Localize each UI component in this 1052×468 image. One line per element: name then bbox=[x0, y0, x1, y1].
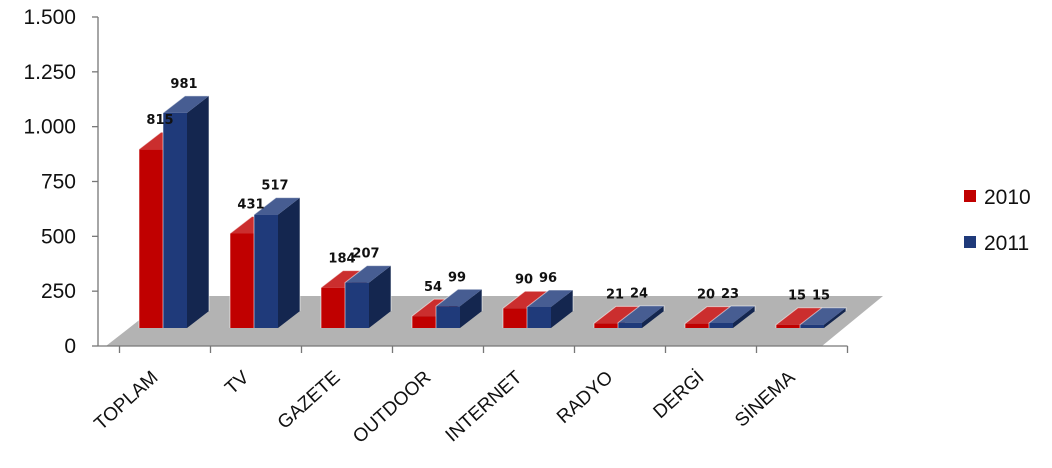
bar-top bbox=[163, 95, 209, 113]
bar-top bbox=[436, 289, 482, 307]
bar-edge bbox=[526, 289, 574, 328]
bar-top bbox=[776, 307, 822, 325]
bar-side bbox=[642, 305, 664, 328]
bar-front bbox=[776, 324, 800, 328]
y-tick-label: 750 bbox=[41, 171, 76, 194]
bar-top bbox=[503, 291, 549, 309]
bar-side bbox=[187, 95, 209, 328]
y-tick-label: 1.000 bbox=[23, 116, 76, 139]
x-category-label: OUTDOOR bbox=[349, 367, 435, 448]
bar-front bbox=[345, 282, 369, 328]
data-label: 54 bbox=[424, 280, 442, 295]
bar bbox=[344, 265, 392, 328]
bar-edge bbox=[253, 197, 301, 328]
bar-edge bbox=[617, 305, 665, 328]
bar-front bbox=[230, 233, 254, 328]
legend-label: 2010 bbox=[984, 186, 1031, 209]
legend-swatch bbox=[964, 236, 976, 248]
data-label: 431 bbox=[237, 197, 264, 212]
bars bbox=[138, 95, 847, 328]
bar bbox=[162, 95, 210, 328]
x-category-label: TV bbox=[221, 367, 253, 399]
bar-side bbox=[733, 305, 755, 328]
bar-front bbox=[685, 323, 709, 328]
y-tick-label: 1.250 bbox=[23, 61, 76, 84]
data-label: 15 bbox=[812, 289, 830, 304]
data-label: 207 bbox=[352, 247, 379, 262]
bar bbox=[253, 197, 301, 328]
bar-front bbox=[163, 112, 187, 328]
bar-side bbox=[278, 197, 300, 328]
bar-top bbox=[618, 305, 664, 323]
x-category-label: GAZETE bbox=[274, 367, 345, 433]
bar-top bbox=[527, 289, 573, 307]
chart-floor bbox=[106, 296, 883, 346]
bar-front bbox=[618, 322, 642, 328]
bar-front bbox=[800, 324, 824, 328]
y-axis: 0 250 500 750 1.000 1.250 1.500 bbox=[23, 6, 99, 358]
bar-front bbox=[709, 322, 733, 328]
data-label: 21 bbox=[606, 287, 624, 302]
bar-top bbox=[345, 265, 391, 283]
chart-floor-layer bbox=[106, 296, 883, 346]
bar-edge bbox=[799, 307, 847, 328]
bar-edge bbox=[344, 265, 392, 328]
y-tick-label: 1.500 bbox=[23, 6, 76, 29]
bar-side bbox=[369, 265, 391, 328]
bar-top bbox=[709, 305, 755, 323]
bar bbox=[617, 305, 665, 328]
bar bbox=[799, 307, 847, 328]
bar-front bbox=[527, 306, 551, 328]
bar bbox=[526, 289, 574, 328]
x-category-label: TOPLAM bbox=[90, 367, 162, 435]
bar bbox=[708, 305, 756, 328]
data-label: 96 bbox=[539, 271, 557, 286]
bar-edge bbox=[435, 288, 483, 328]
bar bbox=[435, 288, 483, 328]
bar-front bbox=[412, 316, 436, 328]
bar-side bbox=[460, 289, 482, 328]
y-tick-label: 250 bbox=[41, 280, 76, 303]
bar-top bbox=[254, 197, 300, 215]
x-category-label: DERGİ bbox=[650, 367, 709, 423]
x-category-label: RADYO bbox=[553, 367, 617, 428]
x-category-label: INTERNET bbox=[442, 367, 527, 446]
data-label: 99 bbox=[448, 270, 466, 285]
data-label: 981 bbox=[170, 77, 197, 92]
bar-top bbox=[594, 306, 640, 324]
legend: 2010 2011 bbox=[964, 186, 1031, 255]
bar-side bbox=[824, 307, 846, 328]
bar-front bbox=[436, 306, 460, 328]
y-tick-label: 500 bbox=[41, 225, 76, 248]
bar-top bbox=[685, 306, 731, 324]
legend-label: 2011 bbox=[984, 232, 1029, 255]
data-label: 90 bbox=[515, 272, 533, 287]
y-tick-label: 0 bbox=[64, 335, 76, 358]
bar-front bbox=[594, 323, 618, 328]
bar-edge bbox=[162, 95, 210, 328]
bar-front bbox=[321, 287, 345, 328]
data-label: 15 bbox=[788, 289, 806, 304]
data-label: 24 bbox=[630, 287, 648, 302]
bar-edge bbox=[708, 305, 756, 328]
x-axis: TOPLAM TV GAZETE OUTDOOR INTERNET RADYO DERGİ S… bbox=[90, 345, 849, 448]
bar-top bbox=[800, 307, 846, 325]
legend-swatch bbox=[964, 190, 976, 202]
bar-front bbox=[503, 308, 527, 328]
data-label: 184 bbox=[328, 252, 355, 267]
bar-side bbox=[551, 289, 573, 328]
bar-front bbox=[254, 214, 278, 328]
data-label: 23 bbox=[721, 287, 739, 302]
x-category-label: SİNEMA bbox=[731, 367, 799, 432]
bar-front bbox=[139, 149, 163, 328]
data-label: 815 bbox=[146, 113, 173, 128]
data-label: 20 bbox=[697, 288, 715, 303]
data-label: 517 bbox=[261, 179, 288, 194]
